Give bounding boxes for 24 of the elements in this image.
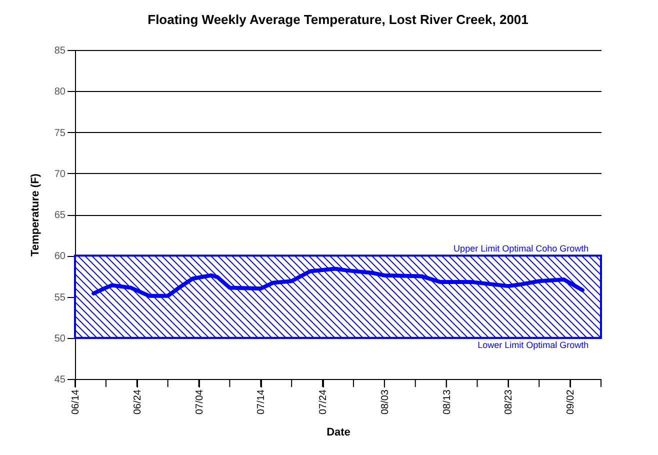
y-tick-label: 50 (54, 333, 66, 344)
annotation: Lower Limit Optimal Growth (478, 340, 589, 350)
y-tick-label: 45 (54, 374, 66, 386)
y-tick-label: 65 (54, 210, 66, 221)
y-tick-label: 75 (54, 128, 66, 139)
y-tick-label: 60 (54, 251, 66, 262)
x-tick-label: 08/13 (442, 389, 453, 415)
x-tick-label: 08/23 (504, 389, 515, 415)
x-tick-label: 07/14 (256, 389, 268, 415)
x-tick-label: 07/24 (318, 389, 330, 415)
chart-title: Floating Weekly Average Temperature, Lost River Creek, 2001 (148, 12, 528, 27)
line-series (92, 266, 584, 298)
x-tick-label: 08/03 (380, 389, 391, 415)
x-tick-label: 07/04 (194, 389, 206, 415)
x-tick-label: 06/14 (70, 389, 82, 415)
y-tick-label: 70 (54, 168, 66, 180)
y-tick-label: 85 (54, 46, 66, 56)
y-tick-label: 80 (54, 86, 66, 98)
x-tick-label: 09/02 (566, 389, 577, 415)
x-tick-label: 06/24 (132, 389, 144, 415)
x-axis-title: Date (326, 426, 350, 439)
y-tick-label: 55 (54, 292, 66, 304)
y-axis-title: Temperature (F) (29, 173, 42, 256)
annotation: Upper Limit Optimal Coho Growth (454, 244, 589, 254)
